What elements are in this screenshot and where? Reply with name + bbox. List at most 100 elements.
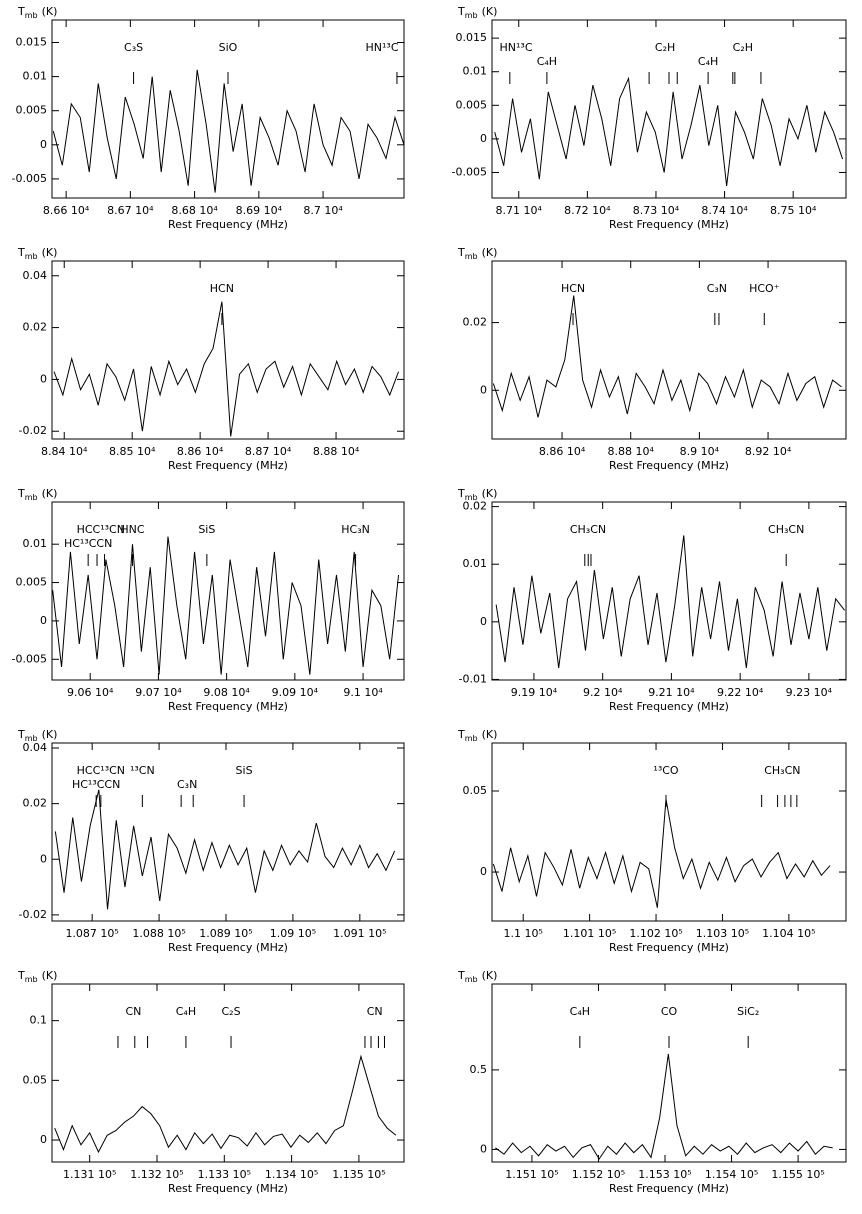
y-tick-label: -0.005 [12,652,47,665]
y-label-subscript: mb [465,11,478,20]
y-label-unit: (K) [42,246,58,259]
x-tick-label: 9.07 10⁴ [135,686,182,699]
y-tick-label: 0.05 [23,1073,48,1086]
line-label: ¹³CO [653,764,679,777]
y-axis-label: Tmb (K) [457,5,497,20]
x-tick-label: 9.08 10⁴ [203,686,250,699]
y-axis-label: Tmb (K) [457,728,497,743]
x-axis-label: Rest Frequency (MHz) [168,459,288,472]
panel: -0.005 0 0.005 0.01 0.015 8.71 10⁴ 8.72 10⁴ 8.7… [452,5,847,231]
x-tick-label: 9.22 10⁴ [717,686,764,699]
y-label-subscript: mb [25,252,38,261]
x-tick-label: 1.133 10⁵ [198,1168,251,1181]
y-label-symbol: T [457,487,465,500]
y-axis-label: Tmb (K) [17,5,57,20]
y-label-unit: (K) [42,728,58,741]
x-tick-label: 1.104 10⁵ [762,927,815,940]
line-label: HCC¹³CN [77,764,125,777]
y-tick-label: 0.01 [23,537,48,550]
x-axis-label: Rest Frequency (MHz) [168,700,288,713]
x-tick-label: 8.73 10⁴ [633,204,680,217]
y-label-unit: (K) [482,246,498,259]
plot-frame [51,501,405,681]
x-tick-label: 8.85 10⁴ [109,445,156,458]
x-axis-label: Rest Frequency (MHz) [609,700,729,713]
x-tick-label: 8.75 10⁴ [770,204,817,217]
x-tick-label: 8.92 10⁴ [745,445,792,458]
plot-frame [491,19,847,199]
line-label: CH₃CN [768,523,804,536]
y-label-unit: (K) [482,728,498,741]
line-label: HC¹³CCN [64,537,112,550]
plot-frame [51,742,405,922]
x-tick-label: 8.74 10⁴ [701,204,748,217]
spectrum-line [495,535,846,668]
line-label: C₃S [124,41,143,54]
y-tick-label: 0.5 [470,1063,488,1076]
y-label-symbol: T [17,969,25,982]
y-axis-label: Tmb (K) [457,487,497,502]
y-tick-label: 0 [40,372,47,385]
line-label: CO [661,1005,678,1018]
x-tick-label: 9.06 10⁴ [67,686,114,699]
x-tick-label: 1.131 10⁵ [63,1168,116,1181]
x-tick-label: 9.2 10⁴ [583,686,623,699]
x-tick-label: 1.151 10⁵ [505,1168,558,1181]
y-tick-label: -0.02 [19,424,47,437]
x-axis-label: Rest Frequency (MHz) [609,459,729,472]
x-tick-label: 9.09 10⁴ [272,686,319,699]
panel: -0.02 0 0.02 0.04 8.84 10⁴ 8.85 10⁴ 8.86 10⁴ 8.… [17,246,405,472]
spectrum-line [494,76,844,186]
line-label: HCC¹³CN [77,523,125,536]
line-label: SiS [236,764,253,777]
panel: -0.01 0 0.01 0.02 9.19 10⁴ 9.2 10⁴ 9.21 10⁴ 9.2… [457,487,847,713]
y-tick-label: 0.015 [16,36,48,49]
y-tick-label: 0.01 [463,557,488,570]
x-tick-label: 8.87 10⁴ [245,445,292,458]
x-tick-label: 1.1 10⁵ [504,927,543,940]
line-label: C₂H [655,41,675,54]
x-tick-label: 8.86 10⁴ [539,445,586,458]
line-label: HN¹³C [500,41,533,54]
y-tick-label: 0.05 [463,784,488,797]
line-label: SiO [219,41,238,54]
y-label-subscript: mb [465,493,478,502]
line-label: CN [367,1005,383,1018]
panel: 0 0.05 1.1 10⁵ 1.101 10⁵ 1.102 10⁵ 1.103 10⁵ 1… [457,728,847,954]
x-tick-label: 8.7 10⁴ [303,204,343,217]
spectrum-line [54,789,396,910]
y-tick-label: 0 [40,614,47,627]
line-label: C₂H [733,41,753,54]
y-axis-label: Tmb (K) [17,728,57,743]
y-tick-label: 0.04 [23,269,48,282]
y-tick-label: 0 [40,138,47,151]
x-axis-label: Rest Frequency (MHz) [168,1182,288,1195]
line-label: CH₃CN [570,523,606,536]
y-tick-label: -0.005 [12,172,47,185]
x-axis-label: Rest Frequency (MHz) [609,941,729,954]
y-tick-label: 0.02 [23,797,48,810]
y-tick-label: -0.01 [459,672,487,685]
y-label-unit: (K) [482,969,498,982]
plot-frame [491,260,847,440]
y-tick-label: 0.005 [16,576,48,589]
y-tick-label: -0.005 [452,165,487,178]
y-label-unit: (K) [42,969,58,982]
y-tick-label: 0.1 [30,1014,48,1027]
y-tick-label: 0 [480,865,487,878]
y-label-symbol: T [17,246,25,259]
panel: 0 0.02 8.86 10⁴ 8.88 10⁴ 8.9 10⁴ 8.92 10⁴ HCN C… [457,246,847,472]
line-label: C₄H [537,55,557,68]
y-tick-label: 0.04 [23,741,48,754]
x-tick-label: 8.67 10⁴ [107,204,154,217]
y-tick-label: 0 [480,132,487,145]
x-tick-label: 8.88 10⁴ [313,445,360,458]
x-tick-label: 8.88 10⁴ [608,445,655,458]
y-tick-label: 0 [40,1133,47,1146]
y-label-subscript: mb [25,975,38,984]
y-label-subscript: mb [25,11,38,20]
x-tick-label: 8.72 10⁴ [564,204,611,217]
spectrum-line [52,536,400,675]
x-axis-label: Rest Frequency (MHz) [168,941,288,954]
